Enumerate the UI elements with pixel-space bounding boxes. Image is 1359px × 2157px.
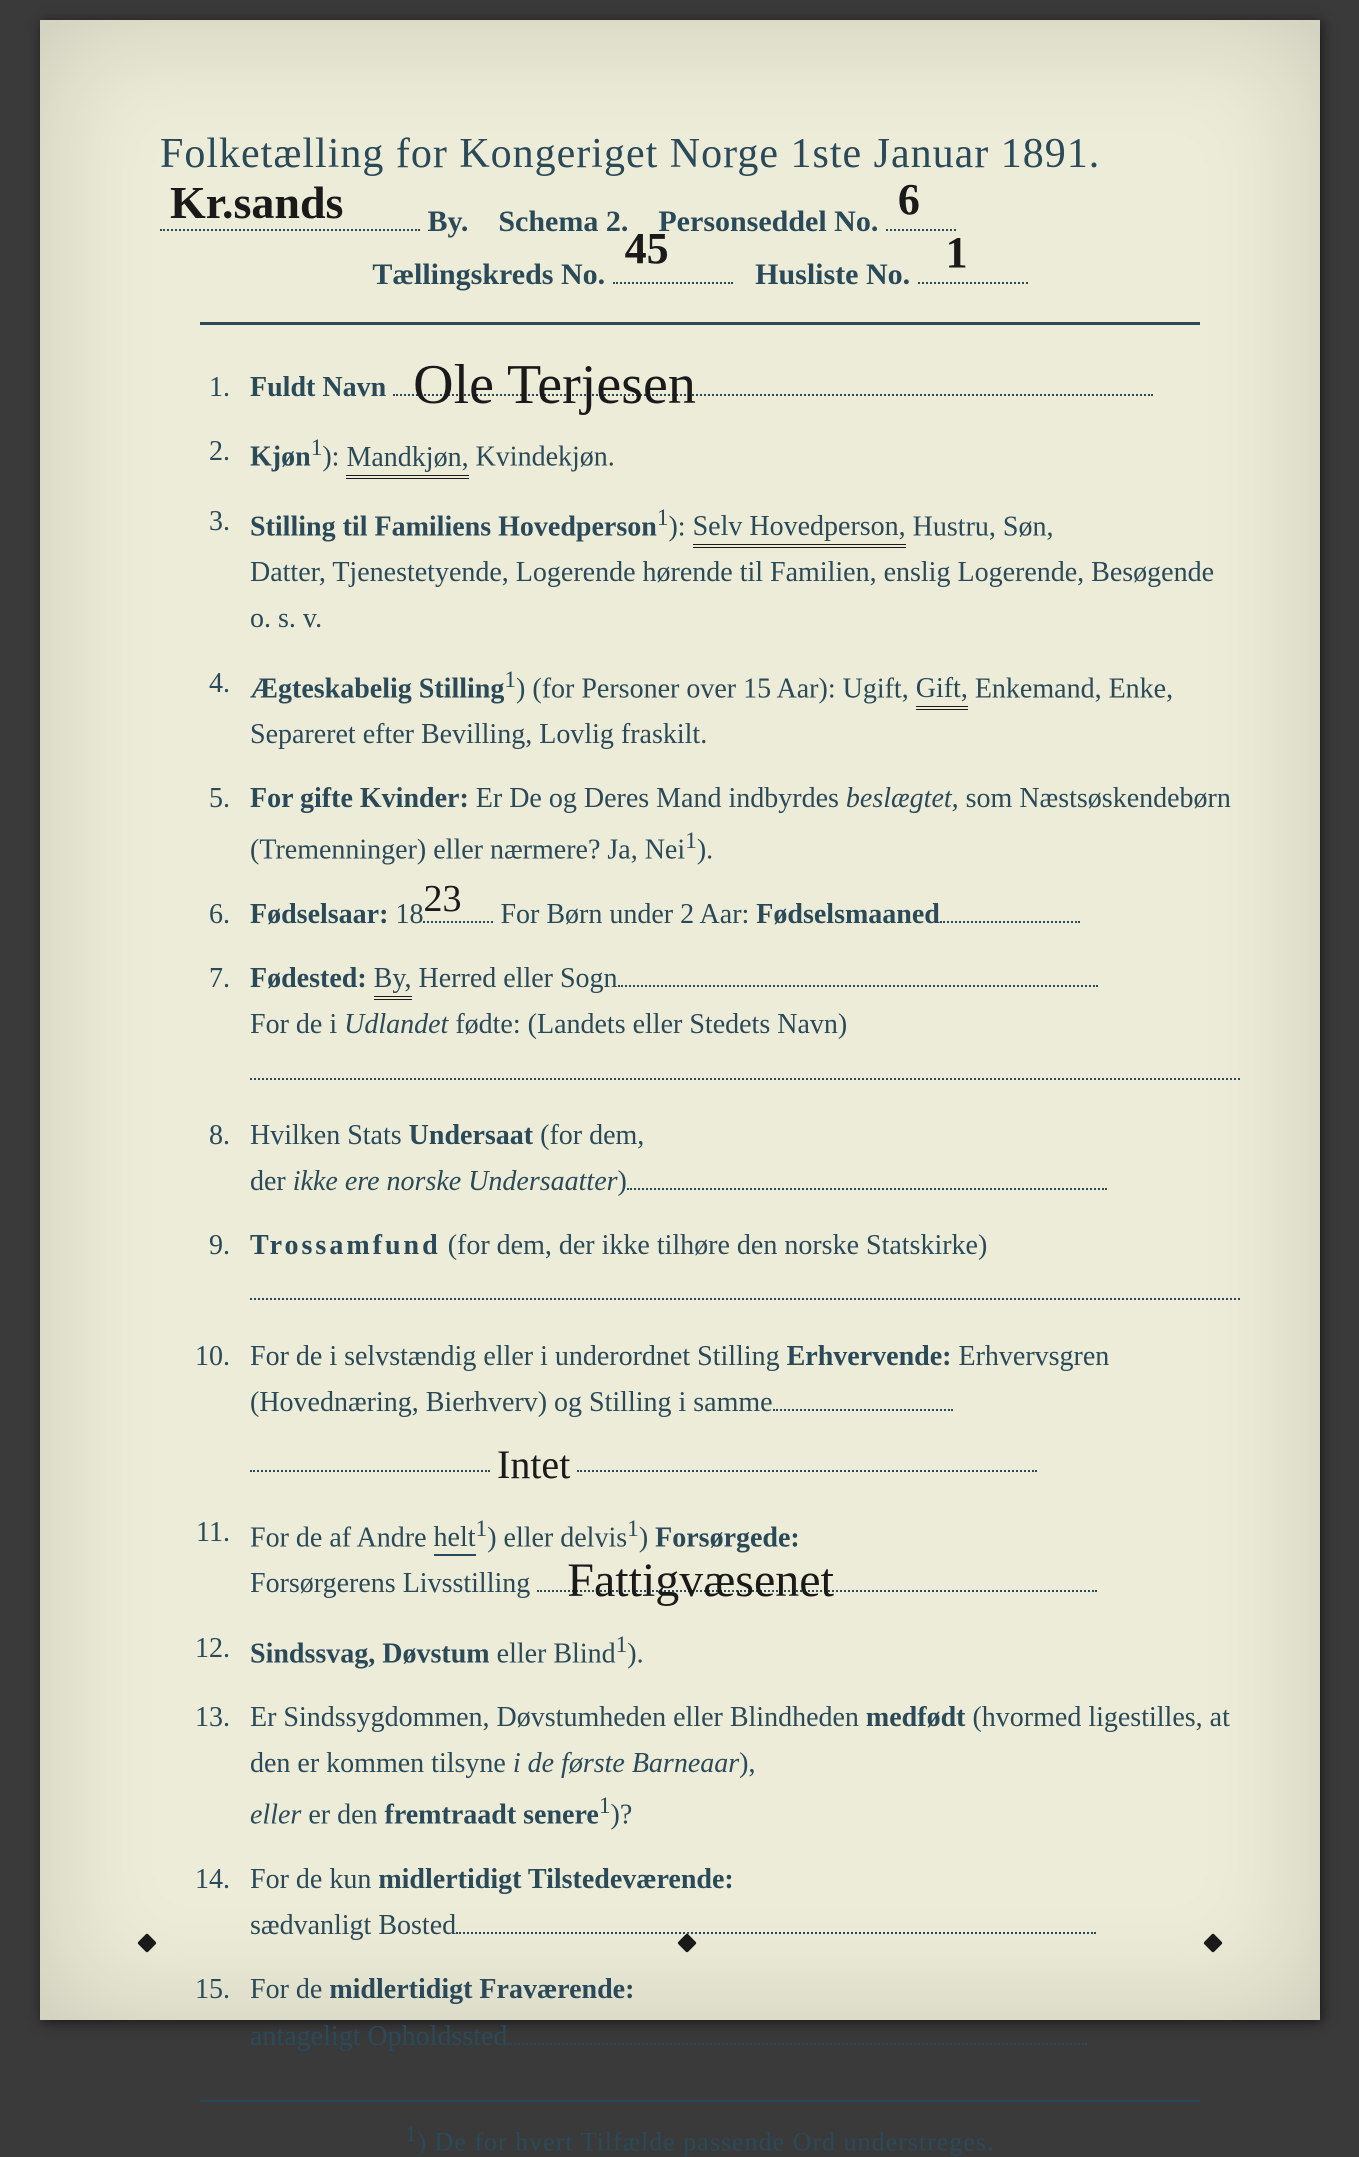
item-10: 10. For de i selvstændig eller i underor…	[160, 1334, 1240, 1492]
item-1-num: 1.	[160, 365, 250, 411]
item-6-num: 6.	[160, 892, 250, 938]
schema-label: Schema 2.	[498, 205, 628, 238]
item-2-selected: Mandkjøn,	[346, 442, 468, 479]
header-line-2: Kr.sands By. Schema 2. Personseddel No. …	[160, 196, 1240, 239]
item-6: 6. Fødselsaar: 18 23 For Børn under 2 Aa…	[160, 892, 1240, 938]
item-12: 12. Sindssvag, Døvstum eller Blind1).	[160, 1626, 1240, 1678]
item-2: 2. Kjøn1): Mandkjøn, Kvindekjøn.	[160, 429, 1240, 481]
item-13-num: 13.	[160, 1695, 250, 1839]
item-3-selected: Selv Hovedperson,	[693, 511, 906, 548]
item-7-selected: By,	[374, 963, 412, 1000]
item-12-num: 12.	[160, 1626, 250, 1678]
footnote: 1) De for hvert Tilfælde passende Ord un…	[160, 2122, 1240, 2157]
item-4-selected: Gift,	[916, 673, 968, 710]
item-1: 1. Fuldt Navn Ole Terjesen	[160, 365, 1240, 411]
item-10-num: 10.	[160, 1334, 250, 1492]
item-7-num: 7.	[160, 956, 250, 1095]
item-2-num: 2.	[160, 429, 250, 481]
personseddel-field: 6	[886, 196, 956, 231]
by-field: Kr.sands	[160, 196, 420, 231]
item-4-label: Ægteskabelig Stilling	[250, 673, 504, 704]
divider-top	[200, 322, 1200, 325]
item-7-label: Fødested:	[250, 963, 367, 994]
kreds-field: 45	[613, 249, 733, 284]
item-9-num: 9.	[160, 1223, 250, 1315]
item-9: 9. Trossamfund (for dem, der ikke tilhør…	[160, 1223, 1240, 1315]
kreds-label: Tællingskreds No.	[372, 258, 605, 291]
by-value: Kr.sands	[170, 176, 343, 229]
item-11: 11. For de af Andre helt1) eller delvis1…	[160, 1510, 1240, 1608]
item-8: 8. Hvilken Stats Undersaat (for dem, der…	[160, 1113, 1240, 1205]
kreds-value: 45	[625, 223, 669, 274]
item-1-label: Fuldt Navn	[250, 372, 386, 403]
item-3: 3. Stilling til Familiens Hovedperson1):…	[160, 499, 1240, 643]
item-15: 15. For de midlertidigt Fraværende: anta…	[160, 1967, 1240, 2059]
personseddel-value: 6	[898, 174, 920, 225]
document-page: Folketælling for Kongeriget Norge 1ste J…	[40, 20, 1320, 2020]
item-2-label: Kjøn	[250, 442, 311, 473]
item-10-value: Intet	[497, 1442, 570, 1487]
census-title: Folketælling for Kongeriget Norge 1ste J…	[160, 130, 1240, 178]
item-11-value: Fattigvæsenet	[567, 1541, 834, 1620]
by-label: By.	[428, 205, 469, 238]
item-13: 13. Er Sindssygdommen, Døvstumheden elle…	[160, 1695, 1240, 1839]
item-3-num: 3.	[160, 499, 250, 643]
item-5: 5. For gifte Kvinder: Er De og Deres Man…	[160, 776, 1240, 874]
item-14-num: 14.	[160, 1857, 250, 1949]
item-5-num: 5.	[160, 776, 250, 874]
form-content: Folketælling for Kongeriget Norge 1ste J…	[160, 130, 1240, 2157]
personseddel-label: Personseddel No.	[658, 205, 878, 238]
item-11-num: 11.	[160, 1510, 250, 1608]
binding-hole	[137, 1933, 157, 1953]
item-6-label: Fødselsaar:	[250, 899, 388, 930]
item-8-num: 8.	[160, 1113, 250, 1205]
item-6-year: 23	[423, 868, 461, 931]
item-5-label: For gifte Kvinder:	[250, 783, 469, 814]
item-3-rest2: Datter, Tjenestetyende, Logerende hørend…	[250, 557, 1214, 588]
divider-bottom	[200, 2100, 1200, 2102]
item-4-num: 4.	[160, 661, 250, 759]
header-line-3: Tællingskreds No. 45 Husliste No. 1	[160, 249, 1240, 292]
item-3-label: Stilling til Familiens Hovedperson	[250, 511, 657, 542]
item-12-label: Sindssvag, Døvstum	[250, 1638, 490, 1669]
item-3-rest3: o. s. v.	[250, 603, 322, 634]
husliste-field: 1	[918, 249, 1028, 284]
item-7: 7. Fødested: By, Herred eller Sogn For d…	[160, 956, 1240, 1095]
item-2-rest: Kvindekjøn.	[469, 442, 615, 473]
husliste-value: 1	[946, 227, 968, 278]
item-15-num: 15.	[160, 1967, 250, 2059]
item-14: 14. For de kun midlertidigt Tilstedevære…	[160, 1857, 1240, 1949]
item-4: 4. Ægteskabelig Stilling1) (for Personer…	[160, 661, 1240, 759]
item-1-value: Ole Terjesen	[413, 339, 696, 431]
husliste-label: Husliste No.	[755, 258, 910, 291]
item-9-label: Trossamfund	[250, 1230, 441, 1261]
